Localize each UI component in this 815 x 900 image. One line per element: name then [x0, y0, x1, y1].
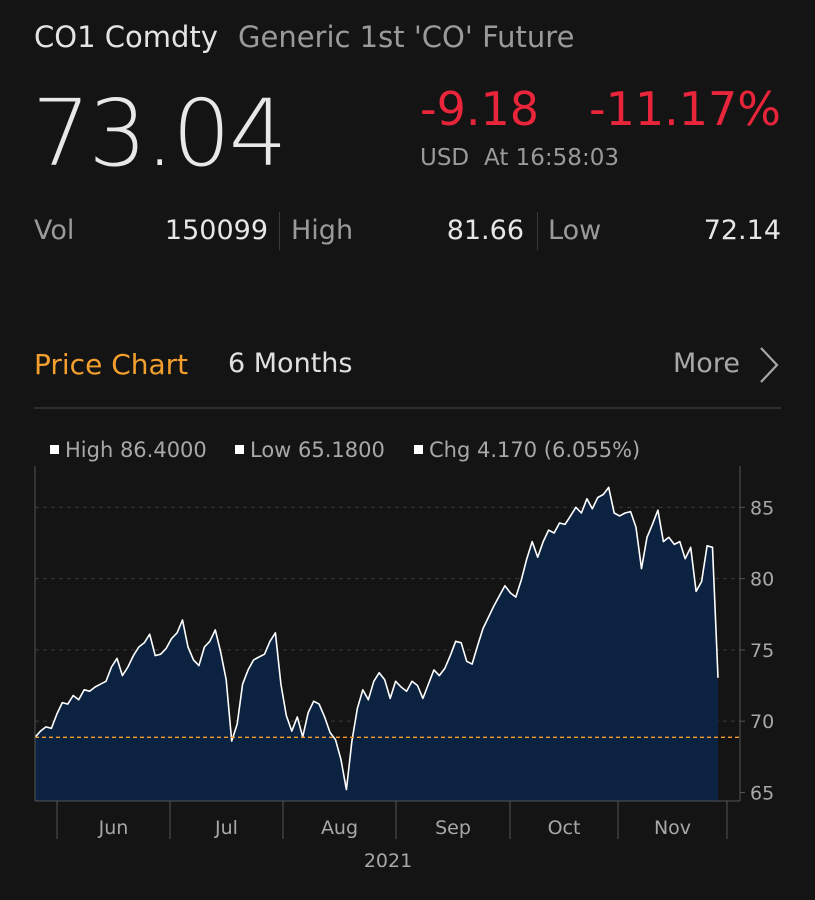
- legend-low-text: Low 65.1800: [250, 438, 385, 462]
- y-tick-label: 85: [750, 497, 774, 519]
- x-tick-label: Sep: [435, 817, 471, 839]
- legend-chg-text: Chg 4.170 (6.055%): [429, 438, 641, 462]
- legend-low: Low 65.1800: [235, 438, 385, 462]
- last-price: 73.04: [32, 80, 287, 187]
- tab-price-chart[interactable]: Price Chart: [34, 348, 189, 381]
- net-change: -9.18: [420, 82, 540, 136]
- legend-high-text: High 86.4000: [65, 438, 207, 462]
- legend-marker: [50, 444, 59, 454]
- currency-label: USD: [420, 145, 470, 171]
- ticker-symbol: CO1 Comdty: [34, 20, 218, 54]
- x-tick-label: Jun: [98, 817, 129, 839]
- chevron-right-icon[interactable]: [757, 345, 781, 385]
- y-tick-label: 65: [750, 782, 774, 804]
- legend-high: High 86.4000: [50, 438, 207, 462]
- stat-divider: [537, 212, 538, 250]
- security-description: Generic 1st 'CO' Future: [238, 20, 575, 54]
- stat-divider: [279, 212, 280, 250]
- price-area: [35, 487, 718, 801]
- x-tick-label: Nov: [654, 817, 691, 839]
- period-selector[interactable]: 6 Months: [228, 348, 353, 379]
- y-tick-label: 70: [750, 711, 774, 733]
- legend-marker: [414, 444, 423, 454]
- y-tick-label: 75: [750, 640, 774, 662]
- quote-time: At 16:58:03: [484, 145, 619, 171]
- x-tick-label: Aug: [321, 817, 358, 839]
- price-line: [34, 486, 719, 791]
- low-label: Low: [548, 215, 602, 246]
- legend-chg: Chg 4.170 (6.055%): [414, 438, 640, 462]
- legend-marker: [235, 444, 244, 454]
- high-label: High: [291, 215, 354, 246]
- vol-value: 150099: [164, 215, 268, 246]
- low-value: 72.14: [703, 215, 781, 246]
- percent-change: -11.17%: [589, 82, 781, 136]
- x-year-label: 2021: [364, 850, 412, 872]
- x-tick-label: Jul: [214, 817, 238, 839]
- y-tick-label: 80: [750, 569, 774, 591]
- high-value: 81.66: [446, 215, 524, 246]
- section-divider: [34, 407, 781, 409]
- more-button[interactable]: More: [673, 348, 740, 379]
- x-tick-label: Oct: [548, 817, 581, 839]
- vol-label: Vol: [34, 215, 75, 246]
